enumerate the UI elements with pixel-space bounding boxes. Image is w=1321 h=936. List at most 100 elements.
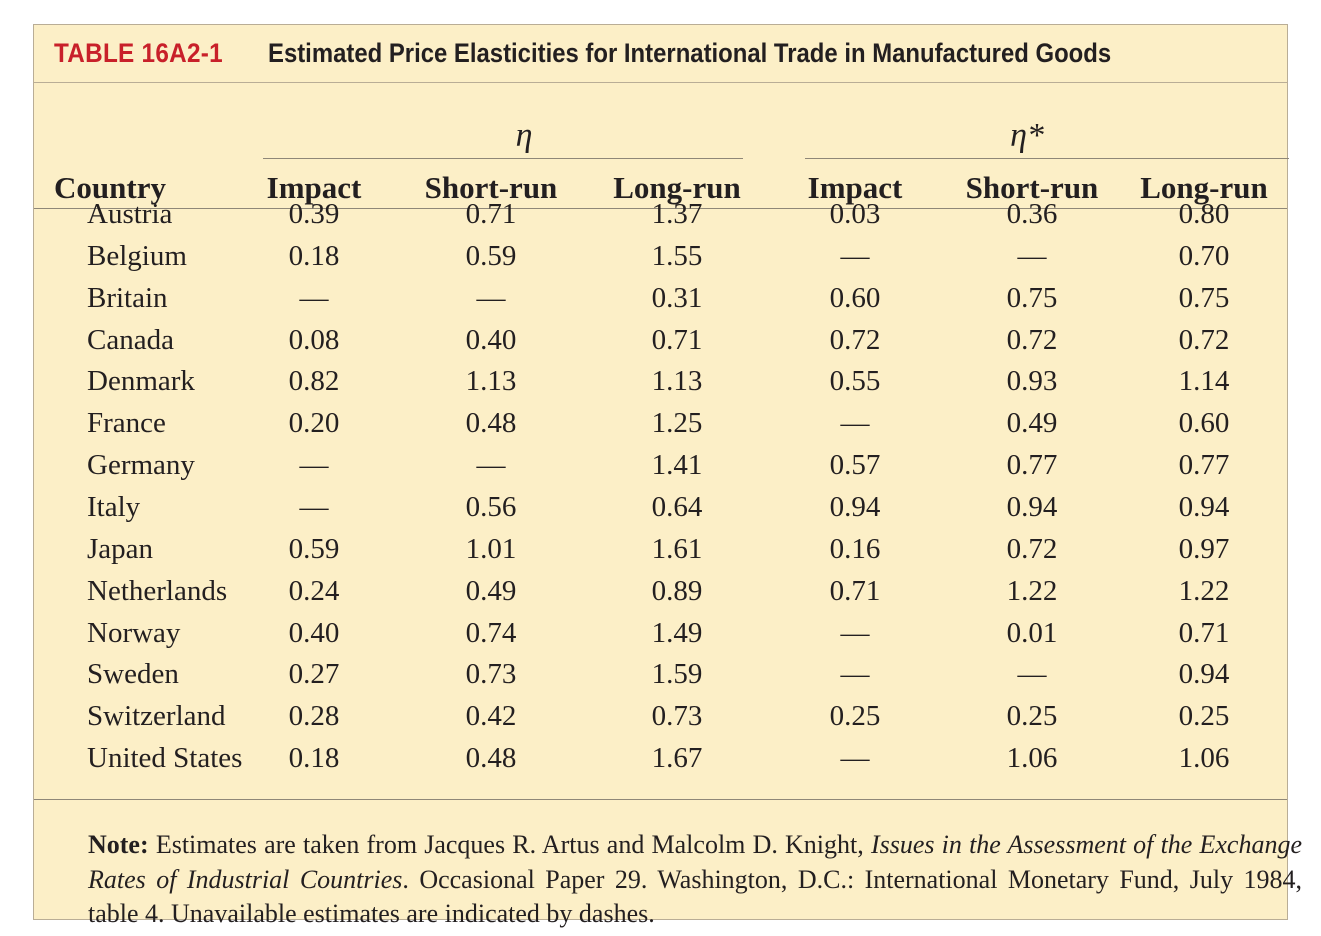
eta-impact-cell: 0.20 [288, 407, 340, 440]
eta-short-run-cell: 0.74 [465, 616, 517, 649]
eta-star-impact-cell: — [840, 742, 870, 775]
table-row: Denmark 0.82 1.13 1.13 0.55 0.93 1.14 [34, 360, 1287, 402]
country-cell: Italy [87, 490, 141, 523]
eta-star-short-run-cell: 0.36 [1006, 198, 1058, 230]
eta-impact-cell: 0.82 [288, 365, 340, 398]
table-row: Japan 0.59 1.01 1.61 0.16 0.72 0.97 [34, 528, 1287, 570]
country-cell: Canada [87, 323, 174, 356]
eta-star-impact-cell: — [840, 616, 870, 649]
eta-star-long-run-cell: 0.94 [1178, 658, 1230, 691]
country-cell: Germany [87, 449, 195, 482]
country-cell: Belgium [87, 239, 187, 272]
table-row: Norway 0.40 0.74 1.49 — 0.01 0.71 [34, 612, 1287, 654]
table-row: Belgium 0.18 0.59 1.55 — — 0.70 [34, 235, 1287, 277]
eta-long-run-cell: 1.13 [651, 365, 703, 398]
table-title: Estimated Price Elasticities for Interna… [268, 38, 1112, 68]
eta-short-run-cell: 0.40 [465, 323, 517, 356]
eta-star-long-run-cell: 1.06 [1178, 742, 1230, 775]
eta-long-run-cell: 1.55 [651, 239, 703, 272]
header-rule [34, 208, 1287, 209]
eta-impact-cell: — [299, 490, 329, 523]
country-cell: France [87, 407, 166, 440]
column-header-eta-star-impact: Impact [807, 170, 903, 205]
note-text-after: . Occasional Paper 29. Washington, D.C.:… [88, 864, 1302, 929]
table-title-bar: TABLE 16A2-1 Estimated Price Elasticitie… [34, 25, 1287, 83]
eta-long-run-cell: 1.59 [651, 658, 703, 691]
country-cell: Denmark [87, 365, 195, 398]
eta-star-short-run-cell: 0.25 [1006, 700, 1058, 733]
country-cell: Switzerland [87, 700, 226, 733]
table-panel: TABLE 16A2-1 Estimated Price Elasticitie… [33, 24, 1302, 928]
eta-long-run-cell: 0.71 [651, 323, 703, 356]
eta-long-run-cell: 1.25 [651, 407, 703, 440]
column-header-eta-impact: Impact [266, 170, 362, 205]
eta-star-short-run-cell: 0.94 [1006, 490, 1058, 523]
eta-star-long-run-cell: 0.70 [1178, 239, 1230, 272]
eta-star-short-run-cell: 0.77 [1006, 449, 1058, 482]
table-row: Canada 0.08 0.40 0.71 0.72 0.72 0.72 [34, 319, 1287, 361]
table-row: Germany — — 1.41 0.57 0.77 0.77 [34, 444, 1287, 486]
eta-star-long-run-cell: 0.72 [1178, 323, 1230, 356]
note-label: Note: [88, 830, 149, 859]
column-header-eta-star-short-run: Short-run [965, 170, 1099, 205]
eta-short-run-cell: 0.48 [465, 407, 517, 440]
table-row: Switzerland 0.28 0.42 0.73 0.25 0.25 0.25 [34, 695, 1287, 737]
table-row: France 0.20 0.48 1.25 — 0.49 0.60 [34, 402, 1287, 444]
eta-impact-cell: 0.24 [288, 574, 340, 607]
eta-impact-cell: 0.18 [288, 742, 340, 775]
eta-star-short-run-cell: 0.75 [1006, 281, 1058, 314]
table-row: United States 0.18 0.48 1.67 — 1.06 1.06 [34, 737, 1287, 779]
eta-impact-cell: 0.18 [288, 239, 340, 272]
eta-long-run-cell: 1.49 [651, 616, 703, 649]
table-note: Note: Estimates are taken from Jacques R… [88, 828, 1302, 932]
eta-short-run-cell: 0.71 [465, 198, 517, 230]
eta-star-long-run-cell: 0.71 [1178, 616, 1230, 649]
eta-short-run-cell: 0.59 [465, 239, 517, 272]
column-header-eta-star-long-run: Long-run [1140, 170, 1268, 205]
eta-star-long-run-cell: 1.22 [1178, 574, 1230, 607]
eta-star-impact-cell: 0.57 [829, 449, 881, 482]
country-cell: Sweden [87, 658, 179, 691]
eta-star-long-run-cell: 0.25 [1178, 700, 1230, 733]
table-row: Sweden 0.27 0.73 1.59 — — 0.94 [34, 653, 1287, 695]
eta-star-short-run-cell: 1.22 [1006, 574, 1058, 607]
eta-star-long-run-cell: 0.94 [1178, 490, 1230, 523]
eta-group-header: η [515, 117, 533, 154]
eta-star-long-run-cell: 0.75 [1178, 281, 1230, 314]
eta-star-long-run-cell: 0.77 [1178, 449, 1230, 482]
eta-long-run-cell: 1.67 [651, 742, 703, 775]
eta-star-long-run-cell: 0.80 [1178, 198, 1230, 230]
eta-short-run-cell: 1.01 [465, 532, 517, 565]
eta-impact-cell: 0.27 [288, 658, 340, 691]
column-header-eta-short-run: Short-run [424, 170, 558, 205]
eta-long-run-cell: 0.89 [651, 574, 703, 607]
eta-star-short-run-cell: 0.72 [1006, 532, 1058, 565]
country-cell: United States [87, 742, 243, 775]
eta-star-impact-cell: — [840, 407, 870, 440]
eta-short-run-cell: 0.56 [465, 490, 517, 523]
table-number: TABLE 16A2-1 [54, 38, 223, 68]
eta-impact-cell: 0.40 [288, 616, 340, 649]
eta-short-run-cell: 0.48 [465, 742, 517, 775]
note-publication-title: Issues in the Assessment of the Exchange… [88, 830, 1303, 894]
eta-impact-cell: 0.08 [288, 323, 340, 356]
eta-star-short-run-cell: — [1017, 658, 1047, 691]
country-cell: Austria [87, 198, 173, 230]
eta-long-run-cell: 1.61 [651, 532, 703, 565]
note-text-before: Estimates are taken from Jacques R. Artu… [155, 830, 864, 859]
eta-star-impact-cell: 0.72 [829, 323, 881, 356]
eta-star-short-run-cell: 1.06 [1006, 742, 1058, 775]
eta-short-run-cell: 0.73 [465, 658, 517, 691]
eta-group-rule [263, 158, 743, 159]
eta-short-run-cell: 0.42 [465, 700, 517, 733]
eta-star-long-run-cell: 0.97 [1178, 532, 1230, 565]
column-header-country: Country [54, 170, 166, 205]
eta-star-impact-cell: 0.60 [829, 281, 881, 314]
eta-long-run-cell: 0.64 [651, 490, 703, 523]
eta-star-long-run-cell: 1.14 [1178, 365, 1230, 398]
eta-impact-cell: 0.39 [288, 198, 340, 230]
eta-long-run-cell: 1.37 [651, 198, 703, 230]
eta-impact-cell: 0.28 [288, 700, 340, 733]
eta-impact-cell: — [299, 281, 329, 314]
eta-long-run-cell: 0.31 [651, 281, 703, 314]
